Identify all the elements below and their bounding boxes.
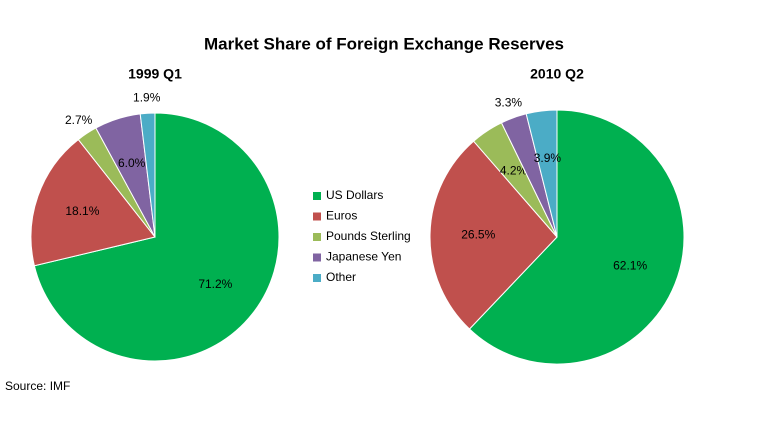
- pie-title: 1999 Q1: [128, 66, 182, 82]
- legend-label: Pounds Sterling: [326, 229, 411, 243]
- legend-swatch: [313, 253, 321, 262]
- source-note: Source: IMF: [5, 379, 70, 393]
- data-label: 3.9%: [534, 151, 562, 165]
- data-label: 18.1%: [65, 204, 99, 218]
- legend-label: Other: [326, 270, 356, 284]
- legend-label: US Dollars: [326, 188, 383, 202]
- data-label: 4.2%: [500, 163, 528, 177]
- data-label: 2.7%: [65, 113, 93, 127]
- pie-slice: [139, 112, 156, 238]
- legend-swatch: [313, 212, 321, 221]
- pie-slice: [429, 140, 558, 330]
- data-label: 26.5%: [461, 227, 495, 241]
- legend-swatch: [313, 233, 321, 241]
- legend-label: Japanese Yen: [326, 250, 401, 264]
- chart-title: Market Share of Foreign Exchange Reserve…: [204, 34, 564, 53]
- pie-slice: [33, 112, 280, 362]
- pie-slice: [525, 109, 558, 238]
- legend-swatch: [313, 274, 321, 282]
- data-label: 6.0%: [118, 156, 146, 170]
- legend-label: Euros: [326, 209, 357, 223]
- data-label: 3.3%: [495, 95, 523, 109]
- data-label: 71.2%: [198, 277, 232, 291]
- legend-swatch: [313, 192, 321, 200]
- pie-title: 2010 Q2: [530, 66, 584, 82]
- data-label: 1.9%: [133, 91, 161, 105]
- data-label: 62.1%: [613, 258, 647, 272]
- pie-slice: [468, 109, 685, 365]
- pie-slice: [30, 138, 156, 267]
